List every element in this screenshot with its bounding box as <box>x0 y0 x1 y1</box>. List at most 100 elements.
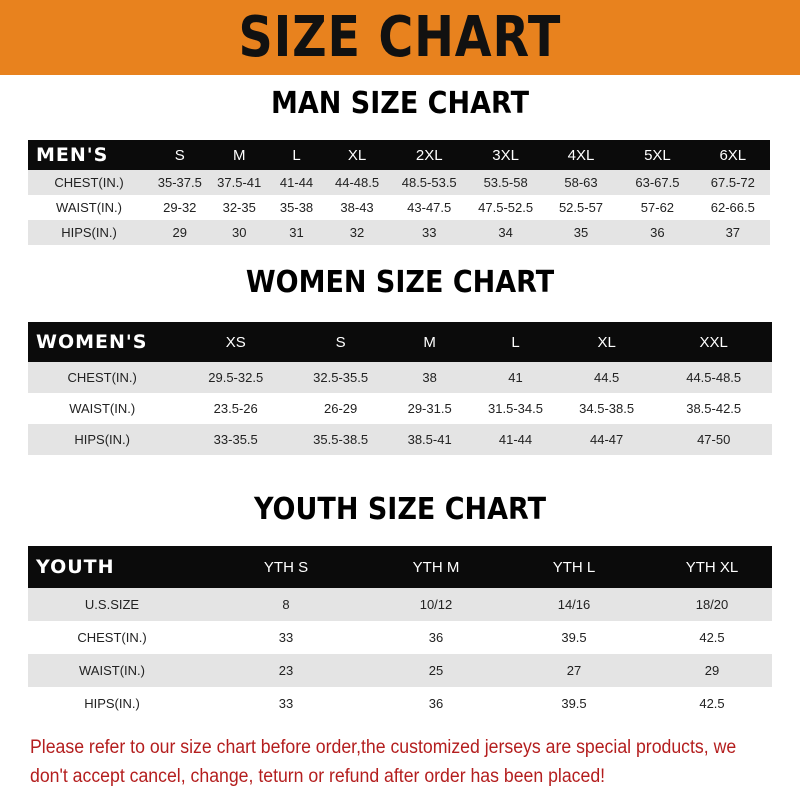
table-cell: 63-67.5 <box>619 170 696 195</box>
header-cell: YTH L <box>496 546 652 588</box>
youth-chart-title: YOUTH SIZE CHART <box>253 492 547 527</box>
header-cell: MEN'S <box>28 140 151 170</box>
table-cell: 44-48.5 <box>324 170 390 195</box>
table-row: U.S.SIZE 8 10/12 14/16 18/20 <box>28 588 772 621</box>
table-cell: 34 <box>468 220 543 245</box>
header-cell: YTH M <box>376 546 496 588</box>
table-header-row: YOUTH YTH S YTH M YTH L YTH XL <box>28 546 772 588</box>
table-cell: 33 <box>196 621 376 654</box>
table-row: HIPS(IN.) 29 30 31 32 33 34 35 36 37 <box>28 220 770 245</box>
men-size-table: MEN'S S M L XL 2XL 3XL 4XL 5XL 6XL CHEST(IN.) 35-37… <box>28 140 770 245</box>
youth-size-table: YOUTH YTH S YTH M YTH L YTH XL U.S.SIZE 8 10/12… <box>28 546 772 720</box>
row-label: CHEST(IN.) <box>28 362 177 393</box>
table-cell: 33 <box>196 687 376 720</box>
table-cell: 8 <box>196 588 376 621</box>
table-cell: 39.5 <box>496 687 652 720</box>
table-cell: 38-43 <box>324 195 390 220</box>
table-cell: 44.5 <box>557 362 656 393</box>
table-cell: 25 <box>376 654 496 687</box>
table-cell: 38.5-42.5 <box>655 393 772 424</box>
header-cell: S <box>295 322 387 362</box>
table-cell: 23.5-26 <box>176 393 296 424</box>
table-cell: 29-32 <box>150 195 210 220</box>
table-cell: 67.5-72 <box>695 170 770 195</box>
table-cell: 18/20 <box>652 588 772 621</box>
table-row: CHEST(IN.) 33 36 39.5 42.5 <box>28 621 772 654</box>
table-cell: 41 <box>473 362 558 393</box>
table-cell: 31 <box>268 220 325 245</box>
header-cell: XL <box>324 140 390 170</box>
table-cell: 34.5-38.5 <box>557 393 656 424</box>
header-cell: 4XL <box>542 140 620 170</box>
table-cell: 47-50 <box>655 424 772 455</box>
table-cell: 32.5-35.5 <box>295 362 387 393</box>
men-chart-title: MAN SIZE CHART <box>271 86 529 121</box>
table-cell: 29 <box>652 654 772 687</box>
table-header-row: WOMEN'S XS S M L XL XXL <box>28 322 772 362</box>
header-cell: L <box>268 140 325 170</box>
table-cell: 44.5-48.5 <box>655 362 772 393</box>
table-cell: 58-63 <box>542 170 620 195</box>
women-chart-title: WOMEN SIZE CHART <box>245 265 555 300</box>
row-label: HIPS(IN.) <box>28 687 196 720</box>
table-row: WAIST(IN.) 23 25 27 29 <box>28 654 772 687</box>
women-size-table: WOMEN'S XS S M L XL XXL CHEST(IN.) 29.5-32.5 32.5… <box>28 322 772 455</box>
row-label: WAIST(IN.) <box>28 195 151 220</box>
header-cell: S <box>150 140 210 170</box>
table-cell: 36 <box>619 220 696 245</box>
header-cell: 6XL <box>695 140 770 170</box>
table-cell: 32-35 <box>209 195 269 220</box>
table-cell: 48.5-53.5 <box>389 170 469 195</box>
table-cell: 35-37.5 <box>150 170 210 195</box>
table-row: WAIST(IN.) 23.5-26 26-29 29-31.5 31.5-34.5 34… <box>28 393 772 424</box>
banner-title: SIZE CHART <box>238 5 562 70</box>
table-cell: 57-62 <box>619 195 696 220</box>
order-notice: Please refer to our size chart before or… <box>30 737 737 787</box>
header-cell: M <box>386 322 474 362</box>
row-label: WAIST(IN.) <box>28 654 196 687</box>
table-cell: 30 <box>209 220 269 245</box>
header-cell: XXL <box>655 322 772 362</box>
header-cell: XL <box>557 322 656 362</box>
table-cell: 23 <box>196 654 376 687</box>
header-cell: L <box>473 322 558 362</box>
table-cell: 42.5 <box>652 621 772 654</box>
table-cell: 33-35.5 <box>176 424 296 455</box>
table-row: CHEST(IN.) 35-37.5 37.5-41 41-44 44-48.5 48.5… <box>28 170 770 195</box>
banner: SIZE CHART <box>0 0 800 75</box>
table-row: HIPS(IN.) 33 36 39.5 42.5 <box>28 687 772 720</box>
header-cell: 5XL <box>619 140 696 170</box>
table-cell: 41-44 <box>268 170 325 195</box>
row-label: WAIST(IN.) <box>28 393 177 424</box>
header-cell: YTH S <box>196 546 376 588</box>
table-cell: 39.5 <box>496 621 652 654</box>
table-cell: 38 <box>386 362 474 393</box>
table-cell: 31.5-34.5 <box>473 393 558 424</box>
table-cell: 44-47 <box>557 424 656 455</box>
header-cell: YOUTH <box>28 546 196 588</box>
header-cell: WOMEN'S <box>28 322 177 362</box>
table-cell: 53.5-58 <box>468 170 543 195</box>
table-cell: 37.5-41 <box>209 170 269 195</box>
header-cell: 3XL <box>468 140 543 170</box>
table-header-row: MEN'S S M L XL 2XL 3XL 4XL 5XL 6XL <box>28 140 770 170</box>
row-label: HIPS(IN.) <box>28 424 177 455</box>
table-cell: 35.5-38.5 <box>295 424 387 455</box>
table-cell: 37 <box>695 220 770 245</box>
table-cell: 52.5-57 <box>542 195 620 220</box>
table-cell: 29-31.5 <box>386 393 474 424</box>
header-cell: YTH XL <box>652 546 772 588</box>
row-label: CHEST(IN.) <box>28 170 151 195</box>
table-cell: 35 <box>542 220 620 245</box>
row-label: CHEST(IN.) <box>28 621 196 654</box>
table-cell: 29 <box>150 220 210 245</box>
table-cell: 41-44 <box>473 424 558 455</box>
table-cell: 42.5 <box>652 687 772 720</box>
row-label: U.S.SIZE <box>28 588 196 621</box>
table-cell: 35-38 <box>268 195 325 220</box>
table-cell: 43-47.5 <box>389 195 469 220</box>
header-cell: M <box>209 140 269 170</box>
row-label: HIPS(IN.) <box>28 220 151 245</box>
header-cell: 2XL <box>389 140 469 170</box>
table-row: CHEST(IN.) 29.5-32.5 32.5-35.5 38 41 44.5 44.5… <box>28 362 772 393</box>
